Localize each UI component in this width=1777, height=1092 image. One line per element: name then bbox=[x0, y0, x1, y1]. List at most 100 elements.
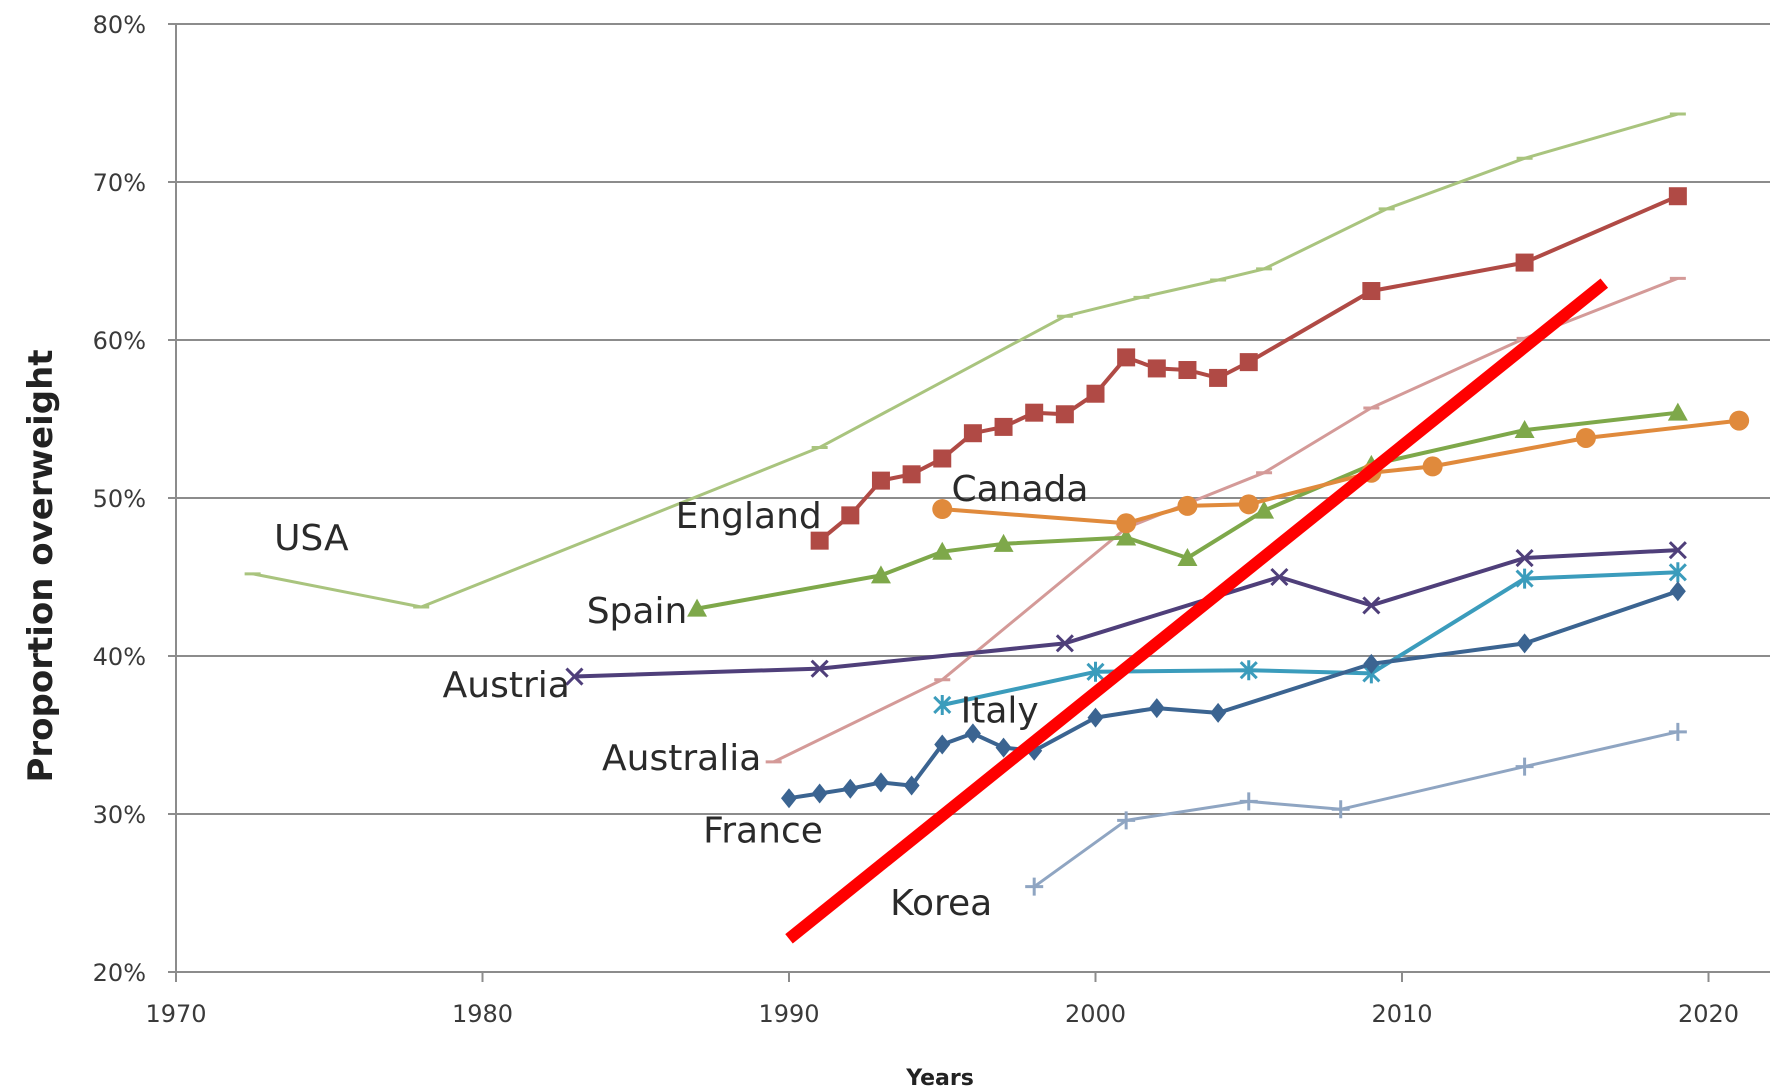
data-point-italy bbox=[1668, 562, 1687, 583]
series-line-usa bbox=[252, 112, 1679, 609]
series-england bbox=[810, 187, 1687, 550]
data-point-spain bbox=[870, 565, 891, 584]
series-line-austria bbox=[574, 548, 1678, 679]
data-point-korea bbox=[1239, 792, 1258, 811]
data-point-france bbox=[903, 775, 920, 796]
series-line-spain bbox=[696, 410, 1679, 611]
data-point-england bbox=[1515, 253, 1534, 272]
y-axis-title: Proportion overweight bbox=[21, 349, 61, 782]
data-point-england bbox=[1362, 282, 1381, 301]
y-tick-label: 30% bbox=[93, 801, 146, 829]
y-tick-label: 50% bbox=[93, 485, 146, 513]
data-point-italy bbox=[1239, 660, 1258, 681]
series-usa bbox=[244, 112, 1686, 609]
data-point-austria bbox=[565, 667, 584, 686]
data-point-austria bbox=[1362, 596, 1381, 615]
series-austria bbox=[565, 541, 1687, 686]
data-point-spain bbox=[1116, 527, 1137, 546]
annotations bbox=[785, 278, 1609, 944]
data-point-england bbox=[933, 449, 952, 468]
series-label-korea: Korea bbox=[890, 883, 992, 924]
x-tick-label: 1970 bbox=[145, 1000, 206, 1028]
data-point-korea bbox=[1668, 722, 1687, 741]
data-point-canada bbox=[1177, 495, 1198, 516]
data-point-england bbox=[1668, 187, 1687, 206]
x-tick-label: 1980 bbox=[452, 1000, 513, 1028]
data-point-france bbox=[781, 788, 797, 809]
series-france bbox=[781, 581, 1686, 809]
x-tick-labels: 1970 1980 1990 2000 2010 2020 bbox=[145, 972, 1739, 1028]
series-label-italy: Italy bbox=[961, 690, 1039, 731]
data-point-canada bbox=[1575, 427, 1596, 448]
data-point-england bbox=[871, 471, 890, 490]
y-tick-label: 20% bbox=[93, 959, 146, 987]
data-point-france bbox=[1516, 633, 1533, 654]
data-point-england bbox=[1178, 361, 1197, 380]
y-tick-label: 40% bbox=[93, 643, 146, 671]
data-point-austria bbox=[1515, 548, 1534, 568]
data-point-italy bbox=[1515, 568, 1534, 589]
series-label-spain: Spain bbox=[587, 591, 688, 632]
data-point-france bbox=[995, 737, 1012, 758]
data-point-england bbox=[1025, 403, 1044, 422]
data-point-austria bbox=[810, 659, 829, 678]
data-point-canada bbox=[1729, 410, 1750, 431]
data-point-england bbox=[1239, 353, 1258, 372]
data-point-england bbox=[1147, 359, 1166, 378]
series-lines bbox=[244, 112, 1750, 896]
series-australia bbox=[765, 276, 1686, 764]
data-point-france bbox=[842, 778, 859, 799]
series-label-england: England bbox=[676, 496, 822, 537]
data-point-france bbox=[1148, 698, 1165, 719]
data-point-france bbox=[1210, 702, 1227, 723]
data-point-spain bbox=[993, 533, 1014, 552]
series-line-france bbox=[788, 589, 1679, 801]
data-point-england bbox=[963, 424, 982, 443]
data-point-italy bbox=[933, 694, 952, 715]
data-point-france bbox=[1669, 581, 1686, 602]
data-point-spain bbox=[932, 541, 953, 560]
data-point-austria bbox=[1668, 541, 1687, 560]
series-line-canada bbox=[942, 418, 1740, 526]
series-label-usa: USA bbox=[274, 518, 349, 559]
series-line-korea bbox=[1033, 730, 1679, 888]
data-point-spain bbox=[1667, 402, 1688, 421]
data-point-canada bbox=[1116, 513, 1137, 534]
data-point-england bbox=[1055, 405, 1074, 424]
data-point-england bbox=[841, 506, 860, 525]
x-tick-label: 2020 bbox=[1678, 1000, 1739, 1028]
y-tick-labels: 20% 30% 40% 50% 60% 70% 80% bbox=[93, 11, 176, 987]
data-point-austria bbox=[1270, 567, 1289, 587]
data-point-england bbox=[994, 417, 1013, 436]
series-label-australia: Australia bbox=[602, 738, 761, 779]
series-canada bbox=[932, 410, 1750, 534]
series-line-australia bbox=[773, 277, 1679, 764]
data-point-korea bbox=[1117, 811, 1136, 830]
y-tick-label: 60% bbox=[93, 327, 146, 355]
data-point-england bbox=[1117, 348, 1136, 367]
data-point-france bbox=[964, 723, 981, 744]
data-point-korea bbox=[1515, 757, 1534, 776]
series-label-canada: Canada bbox=[951, 469, 1088, 510]
y-tick-label: 80% bbox=[93, 11, 146, 39]
x-tick-label: 2000 bbox=[1065, 1000, 1126, 1028]
series-label-france: France bbox=[703, 810, 823, 851]
data-point-canada bbox=[1422, 456, 1443, 477]
data-point-korea bbox=[1025, 877, 1044, 896]
data-point-spain bbox=[687, 598, 708, 617]
series-labels: USA England Canada Spain Austria Italy Austral… bbox=[274, 469, 1088, 924]
data-point-france bbox=[934, 734, 951, 755]
x-tick-label: 1990 bbox=[758, 1000, 819, 1028]
data-point-canada bbox=[932, 499, 953, 520]
data-point-spain bbox=[1254, 500, 1275, 519]
data-point-england bbox=[1209, 368, 1228, 387]
data-point-korea bbox=[1331, 800, 1350, 819]
data-point-spain bbox=[1514, 420, 1535, 439]
data-point-france bbox=[1363, 653, 1380, 674]
y-tick-label: 70% bbox=[93, 169, 146, 197]
data-point-italy bbox=[1086, 661, 1105, 682]
red-annotation-line bbox=[785, 278, 1609, 944]
data-point-france bbox=[872, 772, 889, 793]
data-point-austria bbox=[1055, 634, 1074, 653]
